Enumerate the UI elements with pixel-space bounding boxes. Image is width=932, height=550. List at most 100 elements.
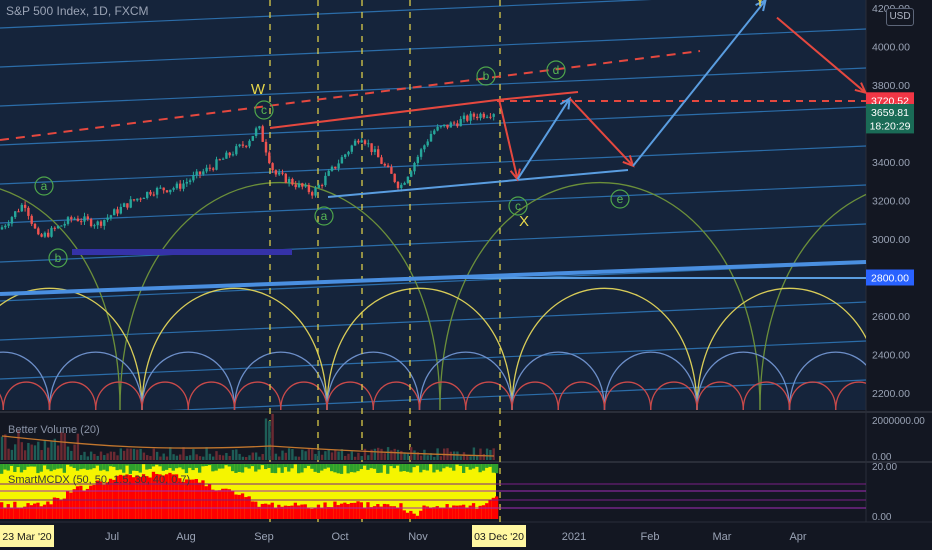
triangle-upper-line[interactable] [269, 99, 498, 129]
mcdx-bar [330, 507, 334, 519]
volume-bar [188, 455, 192, 460]
volume-bar [89, 451, 93, 460]
mcdx-bar [290, 464, 294, 469]
wave-label-major: X [519, 213, 529, 230]
mcdx-bar [392, 506, 396, 519]
current-date-label: 03 Dec '20 [474, 531, 524, 543]
wave-label-ring [610, 189, 630, 209]
volume-bar [93, 453, 96, 460]
volume-bar [73, 444, 76, 460]
cycle-arc-small [511, 351, 606, 410]
cycle-arc-medium [696, 287, 866, 410]
support-zone-rect[interactable] [72, 249, 292, 255]
volume-bar [60, 432, 63, 460]
candle-body [208, 167, 212, 169]
cycle-arc-medium [0, 287, 143, 410]
cycle-arc-small [48, 351, 143, 410]
candlestick-series [0, 111, 495, 239]
candle-body [353, 140, 357, 146]
mcdx-bar [392, 464, 396, 469]
volume-bar [103, 455, 106, 460]
volume-bar [66, 446, 70, 460]
volume-bar [466, 454, 469, 460]
candle-body [482, 113, 485, 118]
time-axis-label: Apr [789, 531, 806, 543]
mcdx-bar [343, 464, 347, 466]
main-support-trendline[interactable] [0, 260, 867, 296]
candle-body [241, 144, 245, 146]
cycle-arc-tiny [418, 381, 467, 410]
candle-body [47, 232, 50, 237]
cycle-arc-tiny [95, 381, 143, 410]
volume-indicator-title[interactable]: Better Volume (20) [8, 424, 100, 436]
mcdx-bar [122, 464, 126, 473]
candle-body [416, 156, 419, 163]
candle-body [469, 113, 472, 121]
symbol-title[interactable]: S&P 500 Index, 1D, FXCM [6, 4, 149, 18]
mcdx-bar [254, 501, 258, 519]
candle-body [63, 223, 66, 226]
mcdx-bar [297, 464, 301, 474]
mcdx-bar [478, 464, 482, 473]
mcdx-bar [79, 485, 83, 519]
projection-drawings[interactable] [0, 50, 867, 296]
mcdx-bar [372, 506, 377, 519]
volume-bar [172, 454, 175, 460]
cycle-arc-tiny [372, 381, 421, 410]
volume-bar [492, 448, 495, 460]
mcdx-bar [359, 502, 363, 519]
volume-bar [40, 450, 43, 460]
mcdx-bar [425, 506, 429, 519]
mcdx-bar [69, 492, 73, 519]
channel-line [0, 301, 866, 341]
mcdx-bar [79, 464, 83, 470]
volume-bar [175, 455, 179, 460]
mcdx-bar [389, 506, 393, 519]
mcdx-bar [125, 474, 129, 519]
candle-body [347, 151, 350, 155]
mcdx-bar [310, 464, 314, 469]
wave-projection-arrows[interactable] [498, 0, 868, 182]
price-tick-label: 4000.00 [872, 42, 910, 54]
triangle-lower-line[interactable] [327, 169, 629, 198]
candle-body [20, 204, 23, 212]
candle-body [93, 225, 96, 227]
mcdx-bar [92, 484, 96, 519]
mcdx-bar [171, 474, 175, 519]
volume-bar [320, 454, 324, 460]
mcdx-bar [42, 464, 47, 466]
candle-body [70, 217, 73, 220]
candle-body [327, 170, 330, 176]
candle-body [106, 217, 109, 220]
candle-body [142, 197, 146, 199]
volume-bar [347, 453, 350, 460]
mcdx-bar [455, 464, 459, 465]
candle-body [185, 181, 188, 184]
volume-bar [215, 451, 218, 460]
candle-body [373, 149, 377, 153]
candle-body [7, 223, 10, 226]
volume-bar [116, 455, 119, 460]
wave-label-ring [48, 248, 68, 268]
currency-button[interactable]: USD [886, 8, 914, 26]
mcdx-indicator-title[interactable]: SmartMCDX (50, 50, 1.5, 30, 40, 0.7) [8, 474, 191, 486]
upper-dashed-trendline[interactable] [0, 50, 701, 141]
triangle-upper-extension[interactable] [496, 91, 579, 101]
mcdx-bar [112, 464, 116, 467]
mcdx-bar [435, 464, 439, 470]
mcdx-bar [181, 464, 185, 470]
volume-bar [370, 449, 373, 460]
time-axis[interactable]: Jul Aug Sep Oct Nov 2021 Feb Mar Apr 23 Mar '20 03… [0, 525, 807, 547]
mcdx-bar [112, 479, 116, 519]
projection-arrow [632, 0, 767, 167]
mcdx-bar [158, 474, 162, 519]
mcdx-bar [386, 464, 390, 474]
mcdx-bar [257, 506, 261, 519]
volume-bar [23, 450, 27, 460]
mcdx-bar [108, 478, 113, 519]
time-cycle-arcs[interactable] [0, 182, 932, 410]
volume-bar [426, 455, 429, 460]
volume-axis-label: 0.00 [872, 452, 892, 463]
volume-bar [452, 451, 456, 460]
